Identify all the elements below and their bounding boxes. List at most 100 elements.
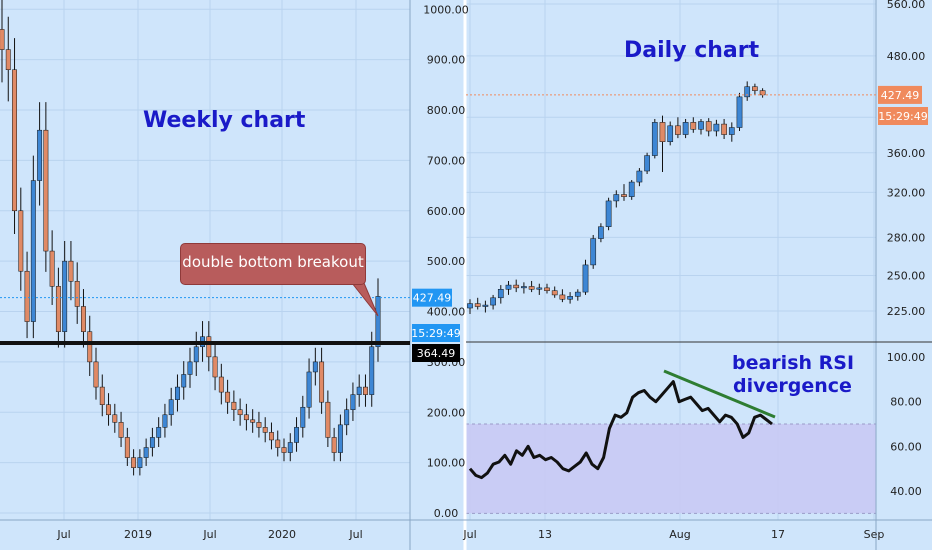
weekly-candle-body xyxy=(344,409,350,426)
weekly-candle-body xyxy=(363,386,368,395)
weekly-candle-body xyxy=(237,409,243,416)
daily-candle-body xyxy=(728,127,735,135)
weekly-last-price-text: 427.49 xyxy=(413,292,452,305)
weekly-candle-body xyxy=(168,399,174,416)
daily-x-tick-label: Jul xyxy=(462,528,476,541)
weekly-candle-body xyxy=(375,296,381,348)
daily-candle-body xyxy=(651,122,658,156)
weekly-y-tick-label: 500.00 xyxy=(427,255,466,268)
weekly-candle-body xyxy=(193,346,199,363)
weekly-y-tick-label: 900.00 xyxy=(427,54,466,67)
daily-y-tick-label: 250.00 xyxy=(887,270,926,283)
daily-x-tick-label: Aug xyxy=(669,528,690,541)
daily-x-tick-label: Sep xyxy=(864,528,885,541)
rsi-divergence-note-line2: divergence xyxy=(733,375,852,397)
weekly-candle-body xyxy=(49,250,55,287)
weekly-x-tick-label: 2019 xyxy=(124,528,152,541)
weekly-candle-body xyxy=(5,49,11,70)
weekly-candle-body xyxy=(300,406,306,428)
weekly-y-tick-label: 800.00 xyxy=(427,104,466,117)
daily-candle-body xyxy=(544,287,550,291)
weekly-support-text: 364.49 xyxy=(417,347,456,360)
weekly-candle-body xyxy=(137,457,143,468)
weekly-candle-body xyxy=(206,336,212,358)
weekly-candle-body xyxy=(87,331,93,363)
weekly-candle-body xyxy=(106,404,111,416)
weekly-candle-body xyxy=(93,361,99,388)
weekly-candle-body xyxy=(162,414,168,428)
weekly-candle-body xyxy=(306,371,312,408)
daily-candle-body xyxy=(698,121,704,130)
weekly-candle-body xyxy=(18,210,24,272)
rsi-divergence-note-line1: bearish RSI xyxy=(732,352,855,374)
rsi-line xyxy=(468,380,773,480)
daily-candle-body xyxy=(636,170,643,183)
double-bottom-callout xyxy=(180,243,366,285)
weekly-candle-body xyxy=(149,437,155,448)
weekly-candle-body xyxy=(124,437,130,458)
weekly-candle-body xyxy=(68,260,74,282)
weekly-candle-body xyxy=(131,457,137,468)
weekly-chart-title: Weekly chart xyxy=(143,108,306,133)
weekly-candle-body xyxy=(30,180,36,322)
daily-chart-title: Daily chart xyxy=(624,38,760,63)
weekly-candle-body xyxy=(74,281,80,307)
weekly-candle-body xyxy=(337,424,343,453)
daily-candle-body xyxy=(705,121,712,132)
weekly-candle-body xyxy=(250,419,256,423)
double-bottom-callout-text: double bottom breakout xyxy=(182,253,364,271)
weekly-candle-body xyxy=(24,270,30,322)
weekly-candle-body xyxy=(187,361,193,375)
daily-candle-body xyxy=(752,86,758,91)
daily-countdown-tag xyxy=(878,107,928,125)
daily-candle-body xyxy=(574,291,581,297)
weekly-candle-body xyxy=(325,401,331,438)
daily-candle-body xyxy=(482,304,489,307)
weekly-candle-body xyxy=(369,346,375,395)
weekly-candle-body xyxy=(243,414,249,421)
daily-candle-body xyxy=(598,226,604,239)
weekly-candle-body xyxy=(81,306,86,332)
daily-candle-body xyxy=(621,194,627,197)
weekly-candle-body xyxy=(287,442,293,453)
weekly-y-tick-label: 600.00 xyxy=(427,205,466,218)
weekly-candle-body xyxy=(256,422,262,428)
weekly-candle-body xyxy=(156,427,162,438)
weekly-candle-body xyxy=(112,414,118,423)
weekly-support-tag xyxy=(412,344,460,362)
weekly-candle-body xyxy=(212,356,218,378)
daily-candle-body xyxy=(582,264,589,293)
rsi-y-tick-label: 100.00 xyxy=(887,351,926,364)
daily-x-tick-label: 17 xyxy=(771,528,785,541)
weekly-candle-body xyxy=(262,427,268,433)
weekly-candle-body xyxy=(225,391,231,403)
weekly-countdown-text: 15:29:49 xyxy=(411,327,460,340)
weekly-candle-body xyxy=(0,29,5,50)
weekly-x-tick-label: Jul xyxy=(56,528,70,541)
weekly-last-price-tag xyxy=(412,288,452,307)
daily-candle-body xyxy=(721,123,727,135)
daily-candle-body xyxy=(513,284,520,289)
daily-candle-body xyxy=(590,238,597,266)
daily-last-price-tag xyxy=(878,85,922,104)
daily-candle-body xyxy=(690,122,697,130)
weekly-candle-body xyxy=(62,260,68,332)
weekly-y-tick-label: 400.00 xyxy=(427,306,466,319)
daily-candle-body xyxy=(659,122,666,142)
weekly-candle-body xyxy=(12,69,17,212)
daily-candle-body xyxy=(675,125,681,135)
weekly-candle-body xyxy=(43,129,49,252)
daily-candle-body xyxy=(490,297,496,306)
weekly-candle-body xyxy=(269,432,274,441)
daily-candle-body xyxy=(744,86,751,98)
weekly-x-tick-label: Jul xyxy=(202,528,216,541)
rsi-y-tick-label: 60.00 xyxy=(890,440,922,453)
daily-countdown-text: 15:29:49 xyxy=(878,110,927,123)
daily-candle-body xyxy=(474,303,481,307)
weekly-x-tick-label: Jul xyxy=(348,528,362,541)
weekly-candle-body xyxy=(356,386,362,395)
daily-y-tick-label: 280.00 xyxy=(887,231,926,244)
daily-candle-body xyxy=(644,155,650,172)
weekly-candle-body xyxy=(319,361,325,403)
